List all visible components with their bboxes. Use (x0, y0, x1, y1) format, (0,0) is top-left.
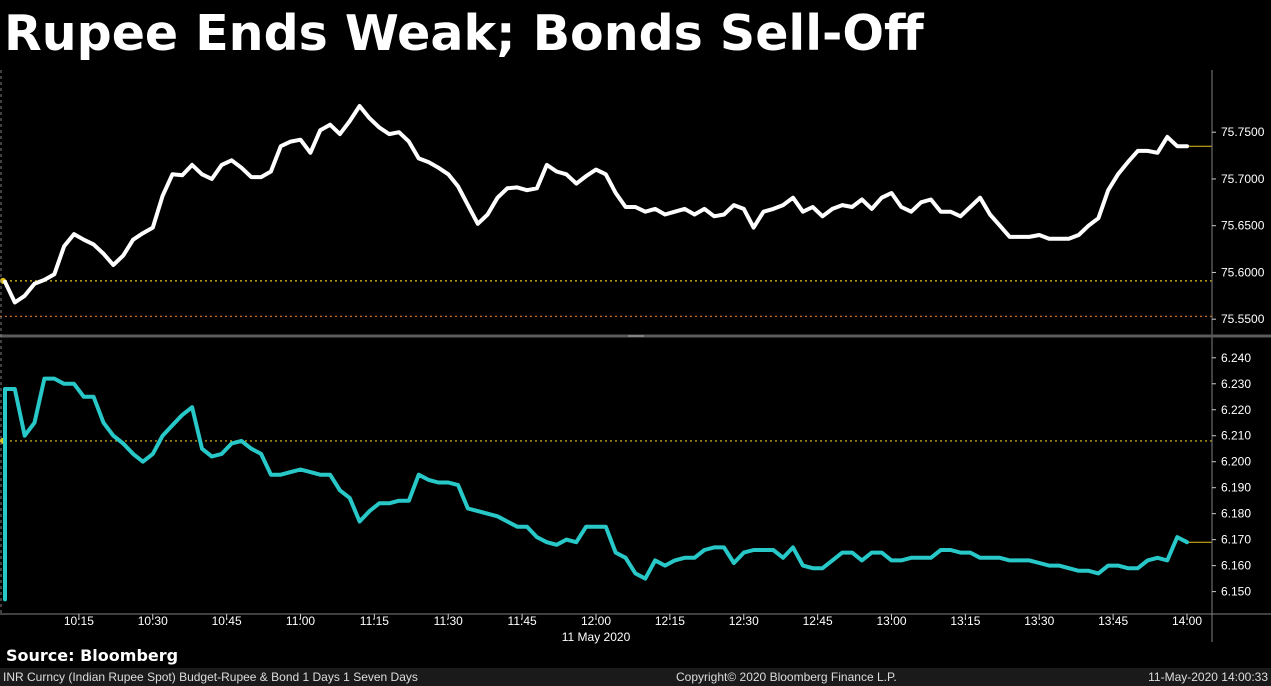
x-tick-label: 14:00 (1172, 614, 1202, 628)
y-tick-label: 6.170 (1221, 533, 1251, 547)
x-tick-label: 10:15 (64, 614, 94, 628)
x-tick-label: 11:15 (360, 614, 389, 628)
x-tick-label: 13:00 (876, 614, 906, 628)
y-tick-label: 6.230 (1221, 377, 1251, 391)
y-tick-label: 75.7500 (1221, 125, 1265, 139)
footer-bar: INR Curncy (Indian Rupee Spot) Budget-Ru… (0, 668, 1271, 686)
y-tick-label: 6.210 (1221, 429, 1251, 443)
y-tick-label: 6.190 (1221, 481, 1251, 495)
bond-yield-series-line (3, 376, 1189, 602)
y-tick-label: 6.220 (1221, 403, 1251, 417)
footer-security-description: INR Curncy (Indian Rupee Spot) Budget-Ru… (3, 670, 418, 684)
x-tick-label: 12:45 (803, 614, 833, 628)
axis-layer (0, 70, 1271, 642)
series-layer (3, 104, 1189, 602)
y-tick-label: 75.5500 (1221, 312, 1265, 326)
y-tick-label: 6.160 (1221, 559, 1251, 573)
x-tick-label: 11:45 (508, 614, 537, 628)
x-date-label: 11 May 2020 (562, 630, 631, 644)
x-tick-label: 13:15 (950, 614, 980, 628)
footer-timestamp: 11-May-2020 14:00:33 (1148, 670, 1268, 684)
x-tick-label: 13:30 (1024, 614, 1054, 628)
y-tick-label: 6.240 (1221, 351, 1251, 365)
chart-title: Rupee Ends Weak; Bonds Sell-Off (4, 5, 924, 62)
y-tick-label: 6.150 (1221, 585, 1251, 599)
y-tick-label: 6.200 (1221, 455, 1251, 469)
x-tick-label: 12:15 (655, 614, 685, 628)
x-tick-label: 12:30 (729, 614, 759, 628)
y-tick-label: 6.180 (1221, 507, 1251, 521)
rupee-series-line (3, 104, 1189, 305)
x-tick-label: 10:30 (138, 614, 168, 628)
x-tick-label: 11:30 (434, 614, 463, 628)
source-label: Source: Bloomberg (6, 646, 179, 665)
y-tick-label: 75.6000 (1221, 265, 1265, 279)
footer-copyright: Copyright© 2020 Bloomberg Finance L.P. (676, 670, 897, 684)
x-tick-label: 10:45 (212, 614, 242, 628)
tick-labels: 75.5500 75.6000 75.6500 75.7000 75.7500 6.150… (64, 125, 1265, 644)
y-tick-label: 75.6500 (1221, 219, 1265, 233)
y-tick-label: 75.7000 (1221, 172, 1265, 186)
x-tick-label: 13:45 (1098, 614, 1128, 628)
x-tick-label: 12:00 (581, 614, 611, 628)
x-tick-label: 11:00 (286, 614, 315, 628)
